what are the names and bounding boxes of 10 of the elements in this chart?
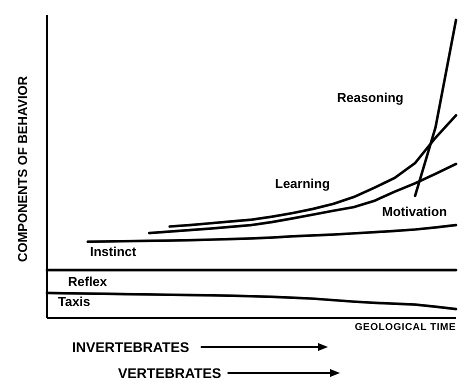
series-label: Learning — [275, 176, 330, 191]
y-axis-title: COMPONENTS OF BEHAVIOR — [15, 75, 30, 262]
text: INVERTEBRATES — [72, 339, 190, 355]
series-label: Instinct — [90, 244, 137, 259]
x-axis-title: GEOLOGICAL TIME — [354, 322, 456, 333]
series-label: Motivation — [382, 204, 448, 219]
text: VERTEBRATES — [118, 365, 222, 381]
text: Reasoning — [337, 90, 404, 105]
series-label: Reflex — [68, 274, 108, 289]
series-label: Taxis — [58, 294, 90, 309]
